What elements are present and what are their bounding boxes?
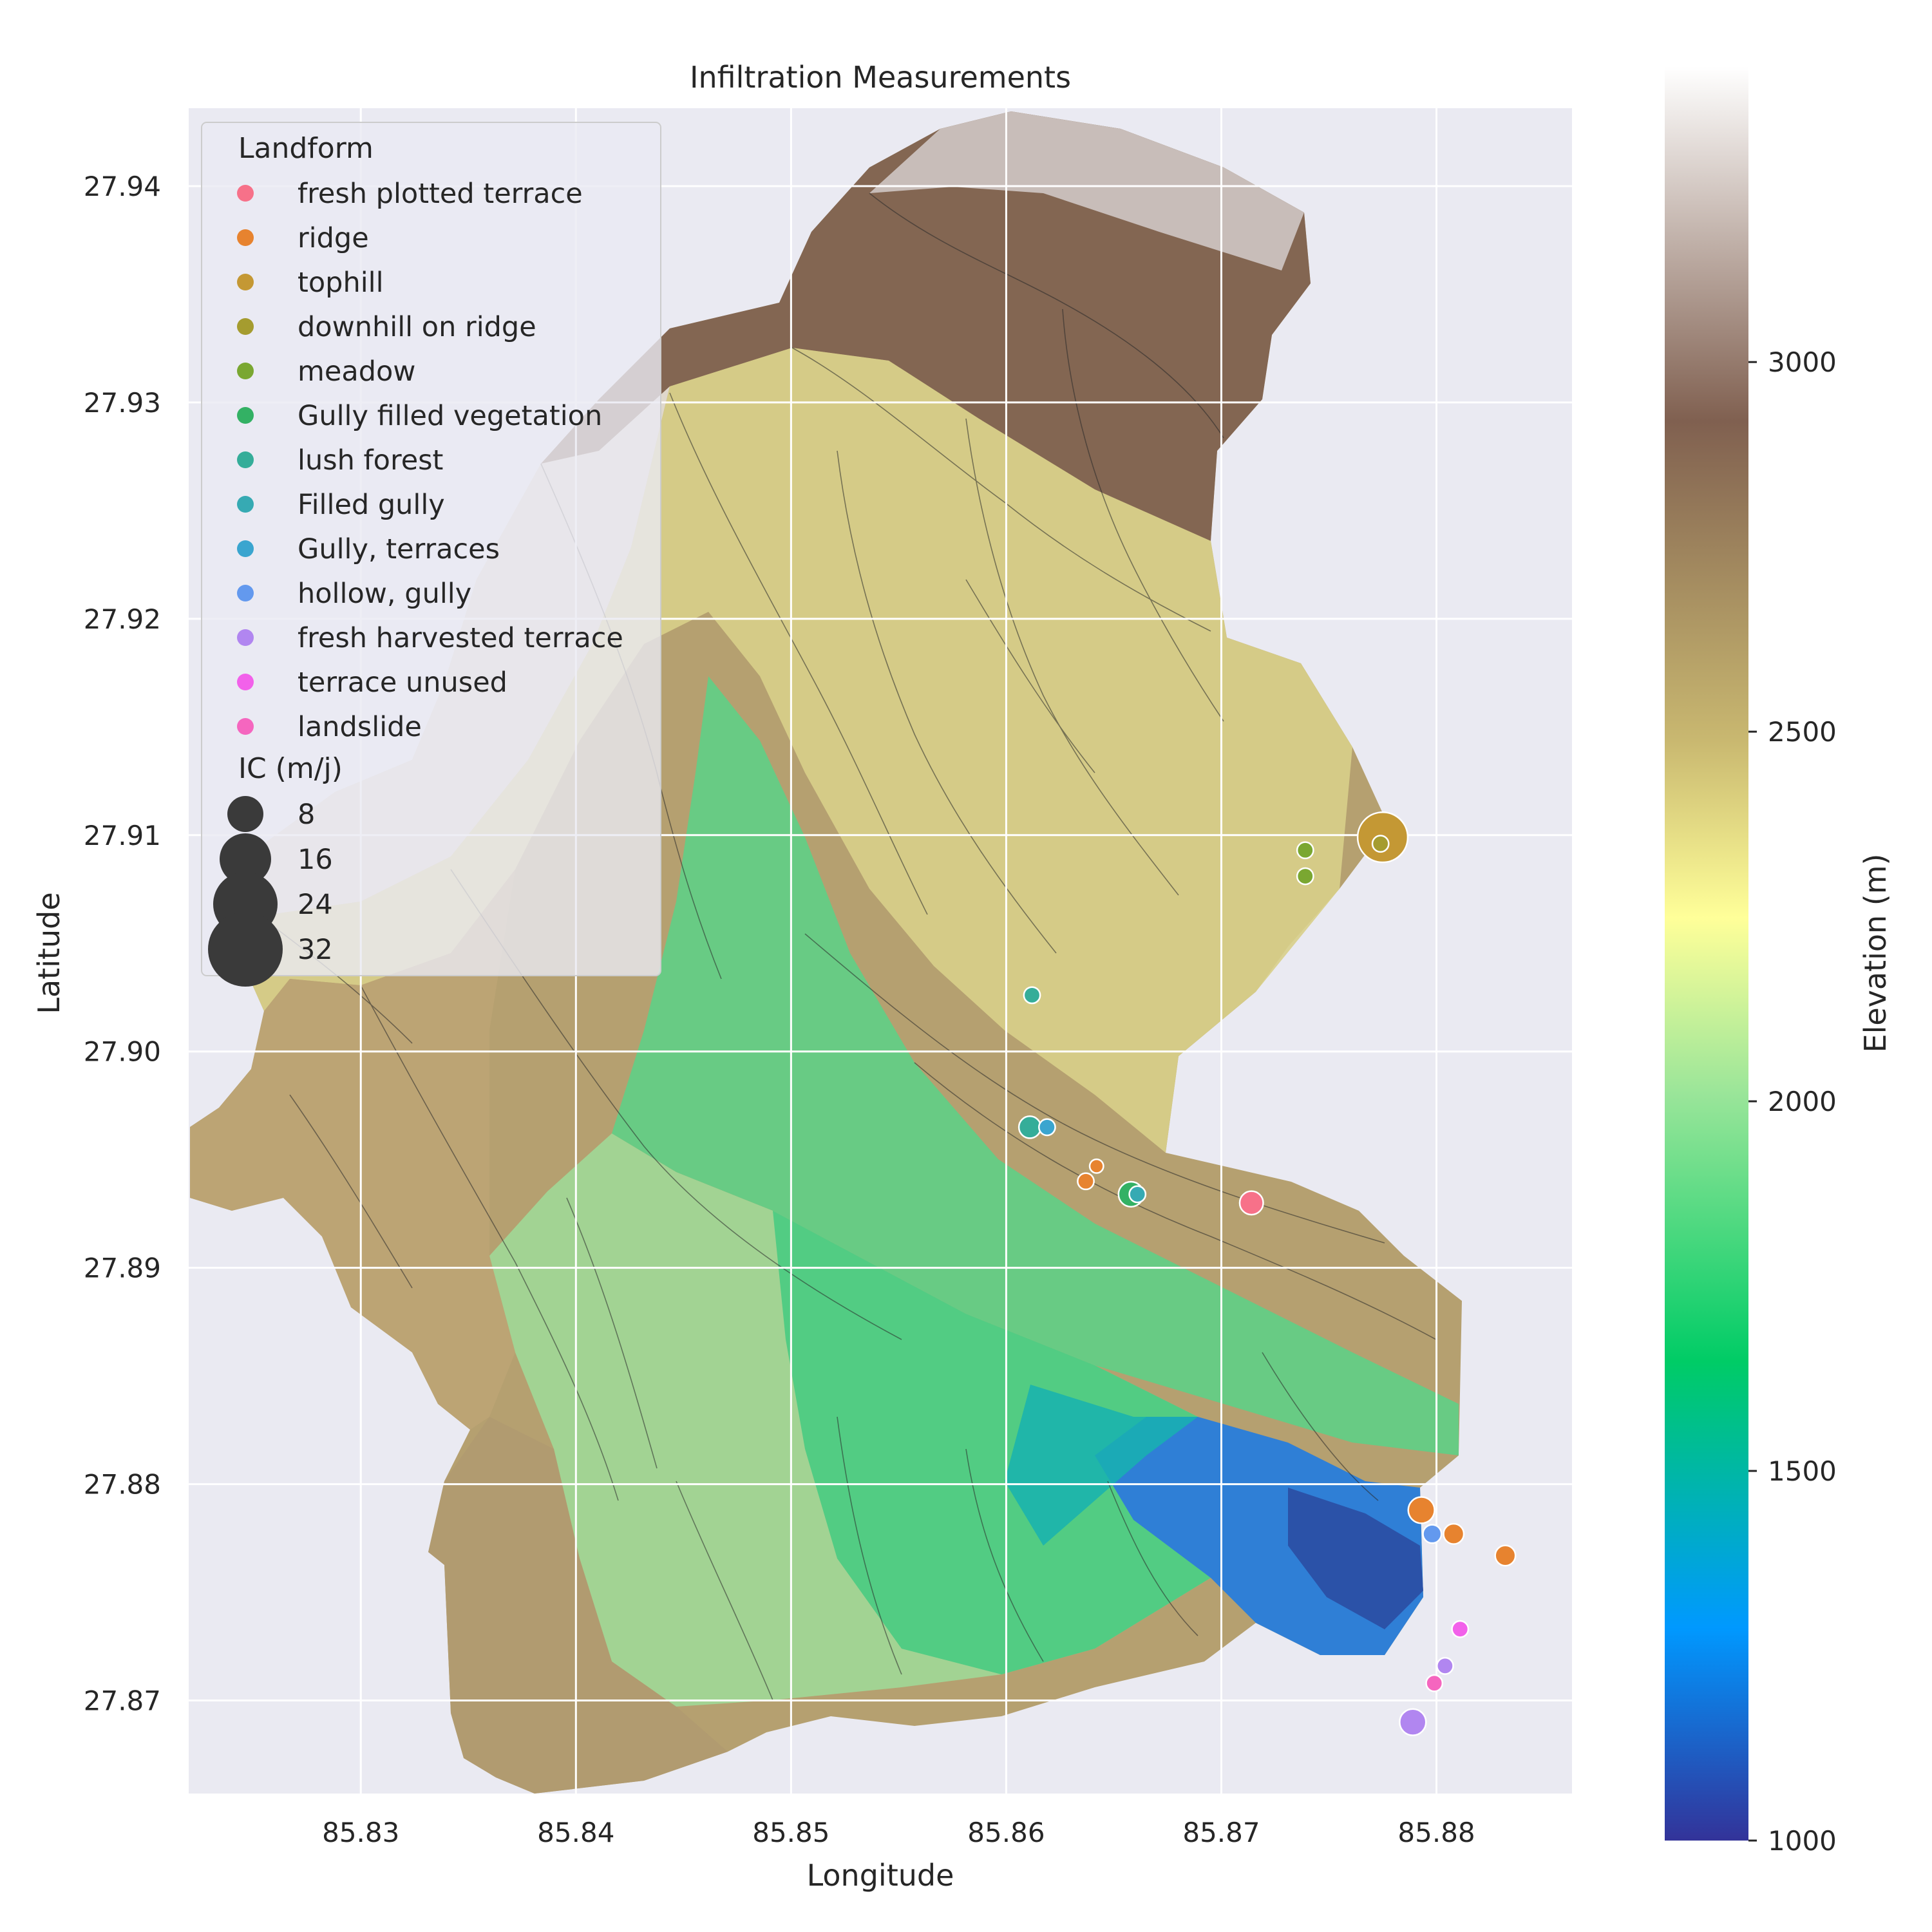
data-point: [1023, 986, 1041, 1005]
terrain-teal: [1005, 1385, 1198, 1546]
data-points: [1018, 811, 1517, 1736]
legend-label: tophill: [298, 267, 384, 299]
legend-marker: [237, 585, 254, 601]
data-point: [1037, 1118, 1056, 1137]
x-tick-label: 85.86: [967, 1817, 1045, 1848]
data-point: [1296, 867, 1314, 886]
x-tick-label: 85.85: [752, 1817, 829, 1848]
data-point: [1077, 1172, 1095, 1191]
colorbar-tick-label: 2500: [1768, 716, 1837, 748]
y-tick-label: 27.93: [84, 387, 161, 419]
terrain-high: [541, 111, 1311, 541]
elevation-raster: [190, 111, 1462, 1794]
y-tick-label: 27.94: [84, 171, 161, 202]
terrain-peak: [869, 111, 1304, 270]
data-point: [1494, 1544, 1517, 1567]
legend-size-label: 24: [298, 889, 333, 921]
data-point: [1425, 1674, 1444, 1692]
colorbar-ticks: 1000 1500 2000 2500 3000: [1748, 346, 1837, 1857]
y-tick-label: 27.92: [84, 603, 161, 635]
legend-label: meadow: [298, 355, 415, 388]
legend-label: Gully filled vegetation: [298, 400, 602, 432]
legend-size-title: IC (m/j): [238, 752, 343, 785]
data-point: [1088, 1158, 1104, 1174]
legend-marker: [237, 407, 254, 424]
data-point: [1451, 1620, 1470, 1638]
colorbar-gradient: [1665, 66, 1748, 1841]
terrain-yellow: [238, 348, 1352, 1153]
colorbar: 1000 1500 2000 2500 3000 Elevation (m): [1665, 66, 1893, 1857]
terrain-lowland-green: [773, 1211, 1211, 1674]
legend-size-label: 16: [298, 844, 333, 876]
legend-label: lush forest: [298, 444, 443, 477]
y-axis-ticks: 27.87 27.88 27.89 27.90 27.91 27.92 27.93 27.94: [84, 171, 161, 1717]
legend-sizes: 8 16 24 32: [208, 796, 333, 987]
legend-hue-title: Landform: [238, 132, 374, 165]
data-point: [1296, 841, 1314, 860]
legend-label: hollow, gully: [298, 578, 471, 610]
terrain-deep-blue: [1288, 1488, 1423, 1629]
legend-label: fresh harvested terrace: [298, 622, 623, 654]
data-point: [1128, 1185, 1147, 1204]
terrain-green: [612, 676, 1459, 1455]
legend-marker: [237, 185, 254, 202]
y-tick-label: 27.88: [84, 1469, 161, 1501]
legend-marker: [237, 318, 254, 335]
x-axis-label: Longitude: [807, 1858, 954, 1893]
data-point: [1018, 1115, 1042, 1139]
legend-label: ridge: [298, 222, 369, 254]
legend-label: downhill on ridge: [298, 311, 536, 343]
legend-marker: [237, 496, 254, 513]
legend-label: landslide: [298, 711, 422, 743]
legend-label: Gully, terraces: [298, 533, 500, 565]
x-tick-label: 85.88: [1397, 1817, 1475, 1848]
legend-size-marker: [208, 912, 283, 987]
chart-title: Infiltration Measurements: [690, 60, 1071, 95]
legend-marker: [237, 718, 254, 735]
grid-lines: [189, 108, 1572, 1794]
y-axis-label: Latitude: [32, 892, 66, 1014]
terrain-southwest: [190, 869, 515, 1430]
colorbar-tick-label: 1000: [1768, 1825, 1837, 1857]
legend-marker: [237, 363, 254, 379]
x-tick-label: 85.87: [1182, 1817, 1260, 1848]
x-tick-label: 85.84: [537, 1817, 614, 1848]
x-axis-ticks: 85.83 85.84 85.85 85.86 85.87 85.88: [322, 1817, 1475, 1848]
legend-label: Filled gully: [298, 489, 445, 521]
legend-size-label: 8: [298, 799, 315, 831]
legend-marker: [237, 674, 254, 690]
x-tick-label: 85.83: [322, 1817, 399, 1848]
data-point: [1436, 1656, 1454, 1675]
data-point: [1407, 1496, 1435, 1524]
data-point: [1371, 835, 1390, 853]
legend-categories: fresh plotted terrace ridge tophill downhil…: [237, 178, 623, 743]
data-point: [1238, 1190, 1264, 1216]
legend: Landform fresh plotted terrace ridge tophi…: [201, 122, 661, 987]
legend-size-marker: [227, 796, 263, 832]
y-tick-label: 27.90: [84, 1036, 161, 1068]
y-tick-label: 27.87: [84, 1685, 161, 1717]
data-point: [1443, 1522, 1465, 1545]
legend-marker: [237, 451, 254, 468]
colorbar-label: Elevation (m): [1858, 854, 1893, 1053]
legend-size-label: 32: [298, 934, 333, 966]
colorbar-tick-label: 3000: [1768, 346, 1837, 378]
colorbar-tick-label: 1500: [1768, 1455, 1837, 1487]
legend-marker: [237, 629, 254, 646]
legend-marker: [237, 274, 254, 290]
data-point: [1422, 1524, 1443, 1544]
y-tick-label: 27.91: [84, 820, 161, 851]
terrain-south: [428, 1417, 728, 1794]
y-tick-label: 27.89: [84, 1253, 161, 1284]
data-point: [1399, 1708, 1427, 1736]
legend-box: [201, 122, 661, 976]
colorbar-tick-label: 2000: [1768, 1086, 1837, 1117]
legend-marker: [237, 540, 254, 557]
legend-marker: [237, 229, 254, 246]
legend-label: terrace unused: [298, 667, 507, 699]
legend-label: fresh plotted terrace: [298, 178, 583, 210]
legend-size-marker: [220, 833, 271, 885]
